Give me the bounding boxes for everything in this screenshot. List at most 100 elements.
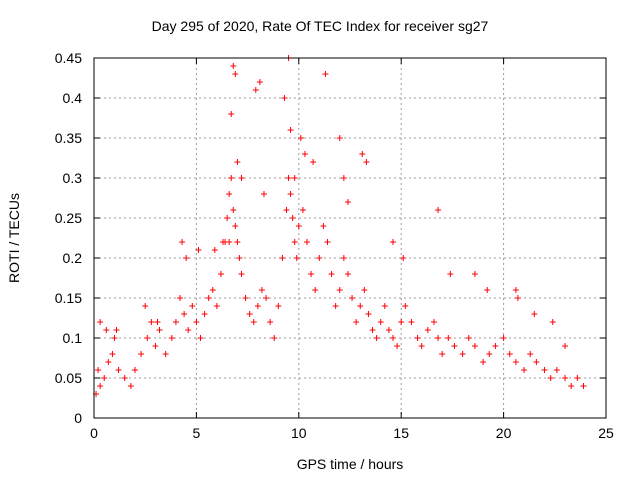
data-point	[209, 287, 216, 293]
x-tick-label: 0	[90, 425, 98, 441]
data-point	[353, 319, 360, 325]
data-point	[541, 367, 548, 373]
data-point	[181, 311, 188, 317]
data-point	[369, 327, 376, 333]
data-point	[162, 351, 169, 357]
data-point	[267, 319, 274, 325]
data-point	[385, 327, 392, 333]
data-point	[111, 335, 118, 341]
data-point	[144, 335, 151, 341]
y-tick-label: 0.45	[55, 50, 82, 66]
data-point	[238, 175, 245, 181]
data-point	[310, 159, 317, 165]
data-point	[424, 327, 431, 333]
data-point	[344, 271, 351, 277]
data-point	[312, 287, 319, 293]
data-point	[97, 319, 104, 325]
data-point	[131, 367, 138, 373]
data-point	[138, 351, 145, 357]
x-tick-label: 25	[598, 425, 614, 441]
data-point	[224, 215, 231, 221]
data-point	[562, 343, 569, 349]
data-point	[213, 303, 220, 309]
x-tick-label: 15	[393, 425, 409, 441]
y-tick-label: 0.3	[63, 170, 83, 186]
data-point	[459, 351, 466, 357]
data-point	[480, 359, 487, 365]
data-point	[303, 239, 310, 245]
data-point	[195, 247, 202, 253]
data-point	[568, 383, 575, 389]
data-point	[492, 343, 499, 349]
data-point	[340, 255, 347, 261]
data-point	[377, 319, 384, 325]
y-tick-label: 0.35	[55, 130, 82, 146]
data-point	[246, 311, 253, 317]
data-point	[168, 335, 175, 341]
data-point	[361, 287, 368, 293]
data-point	[527, 351, 534, 357]
data-point	[115, 367, 122, 373]
data-point	[148, 319, 155, 325]
data-point	[234, 159, 241, 165]
data-points	[93, 55, 587, 397]
data-point	[156, 327, 163, 333]
data-point	[234, 239, 241, 245]
data-point	[297, 135, 304, 141]
data-point	[183, 255, 190, 261]
data-point	[228, 175, 235, 181]
y-tick-label: 0.4	[63, 90, 83, 106]
data-point	[263, 295, 270, 301]
data-point	[435, 335, 442, 341]
data-point	[381, 303, 388, 309]
data-point	[521, 367, 528, 373]
data-point	[533, 359, 540, 365]
data-point	[152, 343, 159, 349]
data-point	[197, 335, 204, 341]
data-point	[531, 311, 538, 317]
data-point	[154, 319, 161, 325]
data-point	[101, 375, 108, 381]
data-point	[291, 239, 298, 245]
data-point	[465, 335, 472, 341]
data-point	[232, 71, 239, 77]
data-point	[471, 271, 478, 277]
data-point	[193, 319, 200, 325]
x-axis-label: GPS time / hours	[296, 456, 404, 472]
data-point	[179, 239, 186, 245]
data-point	[287, 127, 294, 133]
data-point	[109, 351, 116, 357]
data-point	[301, 151, 308, 157]
data-point	[172, 319, 179, 325]
data-point	[390, 239, 397, 245]
data-point	[232, 223, 239, 229]
data-point	[308, 271, 315, 277]
x-axis-ticks: 0 5 10 15 20 25	[90, 58, 614, 441]
data-point	[142, 303, 149, 309]
data-point	[211, 247, 218, 253]
data-point	[400, 255, 407, 261]
data-point	[553, 367, 560, 373]
grid-lines	[94, 58, 606, 418]
data-point	[562, 375, 569, 381]
data-point	[295, 223, 302, 229]
data-point	[217, 271, 224, 277]
data-point	[580, 383, 587, 389]
data-point	[402, 303, 409, 309]
data-point	[220, 239, 227, 245]
data-point	[549, 319, 556, 325]
data-point	[228, 111, 235, 117]
data-point	[226, 191, 233, 197]
data-point	[281, 95, 288, 101]
data-point	[340, 175, 347, 181]
data-point	[447, 271, 454, 277]
data-point	[332, 303, 339, 309]
data-point	[357, 303, 364, 309]
data-point	[201, 311, 208, 317]
data-point	[205, 295, 212, 301]
data-point	[293, 255, 300, 261]
data-point	[283, 207, 290, 213]
data-point	[260, 191, 267, 197]
data-point	[418, 343, 425, 349]
data-point	[484, 287, 491, 293]
